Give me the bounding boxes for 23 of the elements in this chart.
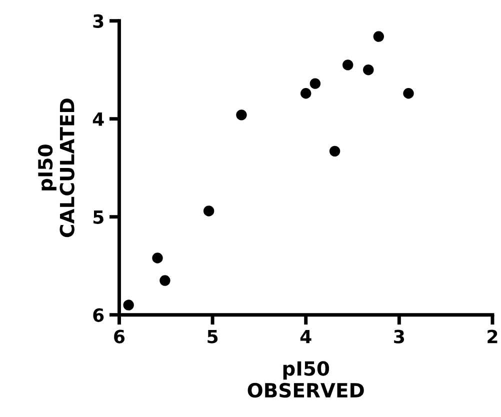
point (342, 60, 354, 70)
point (236, 110, 247, 120)
point (203, 206, 214, 216)
x-tick-label: 6 (114, 330, 125, 344)
y-tick-label: 6 (93, 308, 104, 322)
point (300, 88, 312, 99)
x-tick-label: 2 (488, 330, 498, 344)
point (403, 88, 414, 99)
x-tick-label: 5 (208, 330, 218, 344)
point (160, 275, 170, 286)
y-tick-label: 4 (92, 112, 104, 126)
point (363, 64, 374, 76)
x-tick-label: 4 (300, 330, 312, 344)
point (310, 78, 321, 89)
point (123, 300, 134, 310)
y-tick-label: 3 (93, 14, 104, 28)
point (329, 146, 340, 157)
point (373, 31, 384, 42)
x-tick-label: 3 (394, 330, 404, 344)
point (152, 252, 163, 264)
x-axis-title: pI50 OBSERVED (248, 361, 364, 398)
y-tick-label: 5 (93, 210, 104, 224)
y-axis-title: pI50 CALCULATED (38, 98, 74, 238)
